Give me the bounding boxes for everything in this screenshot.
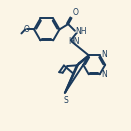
Text: NH: NH bbox=[75, 27, 87, 36]
Text: HN: HN bbox=[68, 37, 80, 46]
Text: S: S bbox=[64, 96, 69, 105]
Text: O: O bbox=[73, 8, 79, 17]
Text: N: N bbox=[101, 50, 107, 59]
Text: O: O bbox=[24, 25, 30, 34]
Text: N: N bbox=[101, 70, 107, 80]
